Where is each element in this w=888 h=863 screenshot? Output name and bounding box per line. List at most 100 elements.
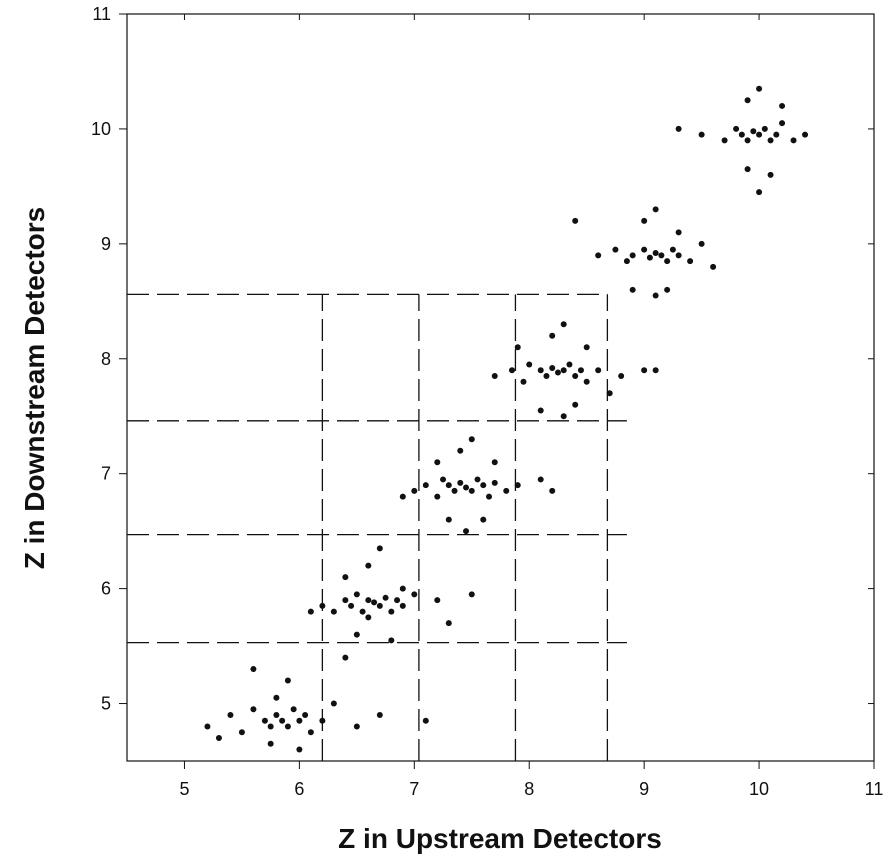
point <box>773 131 780 138</box>
point <box>227 712 234 719</box>
point <box>595 367 602 374</box>
point <box>440 476 447 483</box>
point <box>537 367 544 374</box>
point <box>761 125 768 132</box>
x-tick-label: 11 <box>865 779 884 799</box>
point <box>204 723 211 730</box>
x-tick-label: 7 <box>409 779 419 799</box>
point <box>618 373 625 380</box>
point <box>399 585 406 592</box>
y-tick-label: 11 <box>92 4 111 24</box>
point <box>388 637 395 644</box>
point <box>583 344 590 351</box>
point <box>675 229 682 236</box>
point <box>342 654 349 661</box>
point <box>583 378 590 385</box>
point <box>664 258 671 265</box>
point <box>273 694 280 701</box>
point <box>537 476 544 483</box>
point <box>296 717 303 724</box>
point <box>491 373 498 380</box>
point <box>646 254 653 261</box>
x-axis-label: Z in Upstream Detectors <box>338 823 662 854</box>
y-tick-label: 6 <box>101 579 111 599</box>
y-tick-label: 5 <box>101 694 111 714</box>
point <box>451 487 458 494</box>
point <box>342 597 349 604</box>
point <box>767 137 774 144</box>
point <box>468 591 475 598</box>
point <box>779 120 786 127</box>
point <box>457 447 464 454</box>
point <box>376 602 383 609</box>
point <box>302 712 309 719</box>
point <box>756 131 763 138</box>
point <box>652 250 659 257</box>
point <box>250 666 257 673</box>
x-tick-label: 8 <box>524 779 534 799</box>
point <box>261 717 268 724</box>
point <box>572 401 579 408</box>
point <box>474 476 481 483</box>
point <box>738 131 745 138</box>
point <box>382 594 389 601</box>
point <box>802 131 809 138</box>
point <box>284 723 291 730</box>
point <box>365 597 372 604</box>
point <box>577 367 584 374</box>
y-tick-label: 10 <box>91 119 111 139</box>
point <box>353 723 360 730</box>
point <box>422 482 429 489</box>
point <box>330 700 337 707</box>
point <box>468 436 475 443</box>
point <box>371 599 378 606</box>
point <box>376 712 383 719</box>
point <box>526 361 533 368</box>
point <box>445 482 452 489</box>
point <box>508 367 515 374</box>
point <box>486 493 493 500</box>
point <box>595 252 602 259</box>
point <box>342 574 349 581</box>
point <box>549 332 556 339</box>
point <box>560 321 567 328</box>
point <box>238 729 245 736</box>
point <box>560 413 567 420</box>
point <box>641 367 648 374</box>
point <box>215 735 222 742</box>
point <box>273 712 280 719</box>
point <box>290 706 297 713</box>
point <box>744 166 751 173</box>
point <box>463 484 470 491</box>
point <box>480 516 487 523</box>
point <box>330 608 337 615</box>
point <box>514 482 521 489</box>
point <box>411 591 418 598</box>
point <box>675 252 682 259</box>
point <box>399 493 406 500</box>
point <box>566 361 573 368</box>
point <box>698 240 705 247</box>
x-tick-label: 9 <box>639 779 649 799</box>
point <box>756 189 763 196</box>
point <box>721 137 728 144</box>
point <box>744 97 751 104</box>
point <box>629 252 636 259</box>
x-tick-label: 10 <box>749 779 769 799</box>
point <box>319 602 326 609</box>
point <box>554 369 561 376</box>
point <box>394 597 401 604</box>
point <box>365 614 372 621</box>
y-tick-label: 7 <box>101 464 111 484</box>
point <box>767 171 774 178</box>
point <box>359 608 366 615</box>
point <box>572 217 579 224</box>
point <box>675 125 682 132</box>
point <box>353 631 360 638</box>
point <box>399 602 406 609</box>
point <box>572 373 579 380</box>
point <box>652 206 659 213</box>
point <box>445 516 452 523</box>
point <box>629 286 636 293</box>
point <box>549 487 556 494</box>
